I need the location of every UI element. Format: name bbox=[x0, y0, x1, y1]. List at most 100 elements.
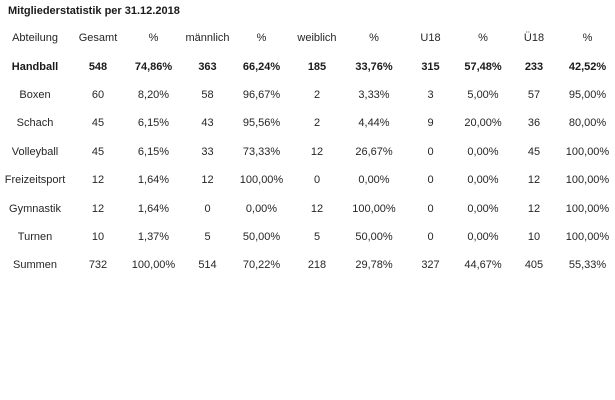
cell-summen-3: 70,22% bbox=[242, 259, 281, 272]
cell-handball-6: 315 bbox=[421, 60, 440, 73]
cell-turnen-4: 5 bbox=[313, 230, 321, 243]
cell-schach-0: 45 bbox=[91, 117, 105, 130]
cell-schach-9: 80,00% bbox=[568, 117, 607, 130]
column-header-5: weiblich bbox=[297, 32, 337, 45]
cell-freizeitsport-9: 100,00% bbox=[565, 174, 610, 187]
cell-volleyball-1: 6,15% bbox=[137, 145, 170, 158]
cell-volleyball-6: 0 bbox=[427, 145, 434, 158]
cell-schach-3: 95,56% bbox=[242, 117, 281, 130]
cell-summen-1: 100,00% bbox=[131, 259, 176, 272]
cell-volleyball-0: 45 bbox=[91, 145, 105, 158]
cell-volleyball-7: 0,00% bbox=[467, 145, 499, 158]
column-header-2: % bbox=[148, 32, 159, 45]
cell-boxen-5: 3,33% bbox=[358, 88, 390, 101]
table-row-boxen: Boxen 60 8,20% 58 96,67% 2 3,33% 3 5,00% 57 95,00% bbox=[0, 81, 615, 109]
cell-handball-5: 33,76% bbox=[355, 60, 393, 73]
row-label: Boxen bbox=[19, 88, 51, 101]
cell-gymnastik-9: 100,00% bbox=[565, 202, 610, 215]
column-header-0: Abteilung bbox=[12, 32, 58, 45]
table-row-freizeitsport: Freizeitsport 12 1,64% 12 100,00% 0 0,00% 0 0,00… bbox=[0, 166, 615, 194]
table-row-volleyball: Volleyball 45 6,15% 33 73,33% 12 26,67% 0 0,00% 4… bbox=[0, 138, 615, 166]
table-row-handball: Handball 548 74,86% 363 66,24% 185 33,76% 315 57… bbox=[0, 52, 615, 80]
cell-boxen-2: 58 bbox=[201, 88, 214, 101]
cell-gymnastik-8: 12 bbox=[527, 202, 541, 215]
cell-boxen-7: 5,00% bbox=[467, 88, 499, 101]
cell-gymnastik-6: 0 bbox=[427, 202, 434, 215]
row-label: Handball bbox=[11, 60, 59, 73]
cell-summen-4: 218 bbox=[307, 259, 327, 272]
cell-turnen-6: 0 bbox=[427, 230, 434, 243]
table-body: Handball 548 74,86% 363 66,24% 185 33,76% 315 57… bbox=[0, 52, 615, 279]
cell-boxen-8: 57 bbox=[527, 88, 541, 101]
cell-schach-6: 9 bbox=[427, 117, 434, 130]
cell-gymnastik-0: 12 bbox=[91, 202, 105, 215]
cell-freizeitsport-0: 12 bbox=[91, 174, 105, 187]
cell-handball-7: 57,48% bbox=[464, 60, 502, 73]
cell-schach-7: 20,00% bbox=[464, 117, 502, 130]
cell-gymnastik-3: 0,00% bbox=[245, 202, 278, 215]
row-label: Volleyball bbox=[11, 145, 59, 158]
cell-handball-1: 74,86% bbox=[134, 60, 173, 73]
row-label: Turnen bbox=[17, 230, 53, 243]
table-row-gymnastik: Gymnastik 12 1,64% 0 0,00% 12 100,00% 0 0,00% 12 1… bbox=[0, 194, 615, 222]
cell-turnen-9: 100,00% bbox=[565, 230, 610, 243]
column-header-4: % bbox=[256, 32, 267, 45]
cell-turnen-2: 5 bbox=[204, 230, 211, 243]
cell-freizeitsport-8: 12 bbox=[527, 174, 541, 187]
cell-turnen-7: 0,00% bbox=[467, 230, 499, 243]
table-header-row: Abteilung Gesamt% männlich% weiblich% U18% Ü1… bbox=[0, 24, 615, 52]
cell-freizeitsport-2: 12 bbox=[201, 174, 214, 187]
column-header-6: % bbox=[369, 32, 379, 45]
cell-freizeitsport-6: 0 bbox=[427, 174, 434, 187]
cell-volleyball-8: 45 bbox=[527, 145, 541, 158]
cell-turnen-0: 10 bbox=[91, 230, 105, 243]
cell-freizeitsport-7: 0,00% bbox=[467, 174, 499, 187]
cell-schach-8: 36 bbox=[527, 117, 541, 130]
cell-turnen-5: 50,00% bbox=[355, 230, 393, 243]
cell-handball-4: 185 bbox=[307, 60, 327, 73]
cell-gymnastik-4: 12 bbox=[310, 202, 324, 215]
table-row-summen: Summen 732 100,00% 514 70,22% 218 29,78% 327 44,… bbox=[0, 251, 615, 279]
column-header-3: männlich bbox=[185, 32, 230, 45]
membership-statistics-table: Abteilung Gesamt% männlich% weiblich% U18% Ü1… bbox=[0, 24, 615, 280]
column-header-7: U18 bbox=[420, 32, 441, 45]
cell-summen-2: 514 bbox=[198, 259, 217, 272]
cell-boxen-6: 3 bbox=[427, 88, 434, 101]
cell-summen-8: 405 bbox=[524, 259, 544, 272]
column-header-1: Gesamt bbox=[78, 32, 118, 45]
cell-gymnastik-2: 0 bbox=[204, 202, 211, 215]
cell-schach-1: 6,15% bbox=[137, 117, 170, 130]
cell-volleyball-5: 26,67% bbox=[355, 145, 393, 158]
cell-gymnastik-1: 1,64% bbox=[137, 202, 170, 215]
cell-summen-6: 327 bbox=[421, 259, 440, 272]
cell-freizeitsport-1: 1,64% bbox=[137, 174, 170, 187]
cell-summen-0: 732 bbox=[88, 259, 108, 272]
row-label: Freizeitsport bbox=[4, 174, 66, 187]
cell-summen-7: 44,67% bbox=[464, 259, 502, 272]
cell-volleyball-2: 33 bbox=[201, 145, 214, 158]
cell-schach-5: 4,44% bbox=[358, 117, 390, 130]
cell-handball-2: 363 bbox=[198, 60, 217, 73]
cell-boxen-3: 96,67% bbox=[242, 88, 281, 101]
cell-turnen-1: 1,37% bbox=[137, 230, 170, 243]
cell-volleyball-4: 12 bbox=[310, 145, 324, 158]
row-label: Schach bbox=[16, 117, 54, 130]
cell-volleyball-3: 73,33% bbox=[242, 145, 281, 158]
cell-freizeitsport-3: 100,00% bbox=[239, 174, 284, 187]
cell-gymnastik-7: 0,00% bbox=[467, 202, 499, 215]
table-row-turnen: Turnen 10 1,37% 5 50,00% 5 50,00% 0 0,00% 10 100,0… bbox=[0, 223, 615, 251]
cell-volleyball-9: 100,00% bbox=[565, 145, 610, 158]
table-header: Abteilung Gesamt% männlich% weiblich% U18% Ü1… bbox=[0, 24, 615, 52]
cell-handball-3: 66,24% bbox=[242, 60, 281, 73]
cell-schach-2: 43 bbox=[201, 117, 214, 130]
column-header-10: % bbox=[582, 32, 593, 45]
column-header-9: Ü18 bbox=[523, 32, 545, 45]
cell-boxen-1: 8,20% bbox=[137, 88, 170, 101]
row-label: Gymnastik bbox=[9, 202, 61, 215]
cell-handball-8: 233 bbox=[524, 60, 544, 73]
cell-handball-0: 548 bbox=[88, 60, 108, 73]
cell-summen-9: 55,33% bbox=[568, 259, 607, 272]
cell-summen-5: 29,78% bbox=[355, 259, 393, 272]
cell-gymnastik-5: 100,00% bbox=[352, 202, 396, 215]
